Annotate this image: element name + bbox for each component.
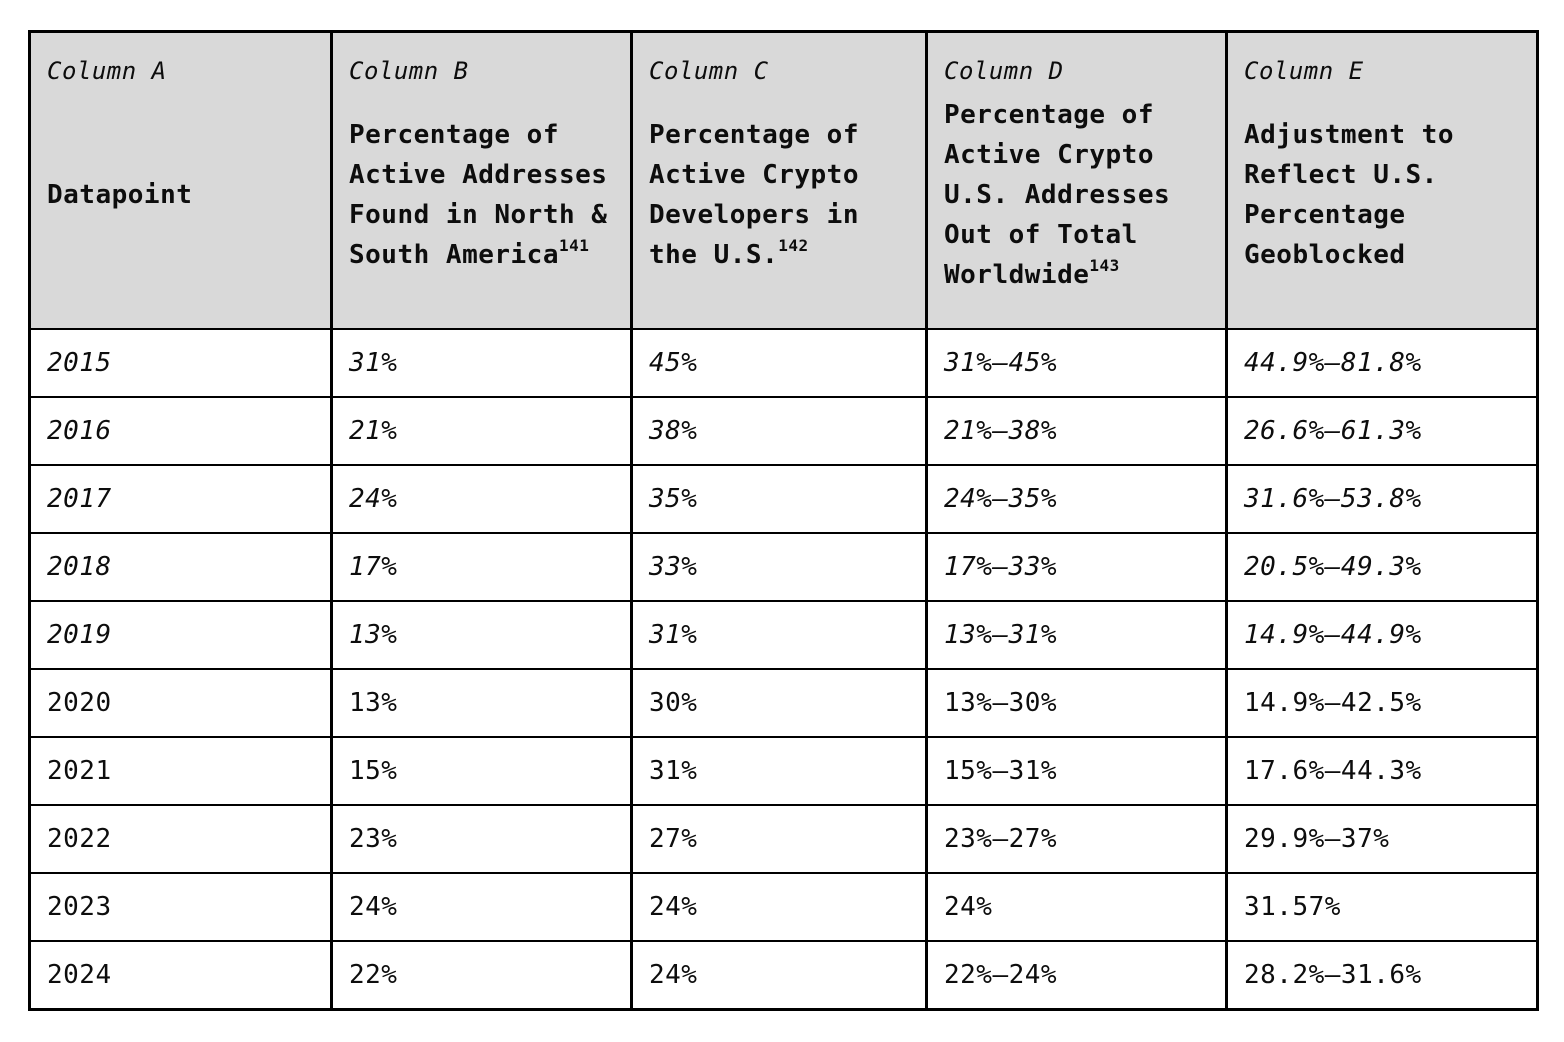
year-cell: 2015	[28, 328, 333, 398]
value-cell-addresses-americas: 24%	[330, 872, 633, 942]
footnote-marker-143: 143	[1089, 255, 1120, 275]
table-row: 2016 21% 38% 21%–38% 26.6%–61.3%	[28, 396, 1539, 466]
year-cell: 2023	[28, 872, 333, 942]
table-row: 2023 24% 24% 24% 31.57%	[28, 872, 1539, 942]
value-cell-geoblock-adjustment: 29.9%–37%	[1225, 804, 1539, 874]
value-cell-geoblock-adjustment: 28.2%–31.6%	[1225, 940, 1539, 1010]
column-b-tag: Column B	[349, 57, 469, 85]
table-body: 2015 31% 45% 31%–45% 44.9%–81.8% 2016 21…	[28, 328, 1539, 1010]
table-row: 2017 24% 35% 24%–35% 31.6%–53.8%	[28, 464, 1539, 534]
value-cell-developers-us: 27%	[630, 804, 928, 874]
value-cell-developers-us: 31%	[630, 736, 928, 806]
table-row: 2022 23% 27% 23%–27% 29.9%–37%	[28, 804, 1539, 874]
value-cell-us-addresses-range: 24%–35%	[925, 464, 1228, 534]
header-cell-column-c: Column C Percentage of Active Crypto Dev…	[630, 30, 928, 330]
header-cell-column-e: Column E Adjustment to Reflect U.S. Perc…	[1225, 30, 1539, 330]
table-row: 2015 31% 45% 31%–45% 44.9%–81.8%	[28, 328, 1539, 398]
header-cell-column-d: Column D Percentage of Active Crypto U.S…	[925, 30, 1228, 330]
header-cell-column-b: Column B Percentage of Active Addresses …	[330, 30, 633, 330]
value-cell-addresses-americas: 22%	[330, 940, 633, 1010]
column-c-tag: Column C	[649, 57, 769, 85]
value-cell-addresses-americas: 31%	[330, 328, 633, 398]
column-e-label: Adjustment to Reflect U.S. Percentage Ge…	[1244, 119, 1454, 270]
value-cell-us-addresses-range: 23%–27%	[925, 804, 1228, 874]
value-cell-developers-us: 24%	[630, 940, 928, 1010]
value-cell-addresses-americas: 21%	[330, 396, 633, 466]
value-cell-geoblock-adjustment: 17.6%–44.3%	[1225, 736, 1539, 806]
value-cell-geoblock-adjustment: 20.5%–49.3%	[1225, 532, 1539, 602]
value-cell-us-addresses-range: 31%–45%	[925, 328, 1228, 398]
value-cell-developers-us: 24%	[630, 872, 928, 942]
value-cell-us-addresses-range: 17%–33%	[925, 532, 1228, 602]
table-row: 2018 17% 33% 17%–33% 20.5%–49.3%	[28, 532, 1539, 602]
value-cell-addresses-americas: 24%	[330, 464, 633, 534]
value-cell-geoblock-adjustment: 44.9%–81.8%	[1225, 328, 1539, 398]
value-cell-developers-us: 35%	[630, 464, 928, 534]
value-cell-us-addresses-range: 13%–31%	[925, 600, 1228, 670]
footnote-marker-142: 142	[778, 235, 809, 255]
header-cell-column-a: Column A Datapoint	[28, 30, 333, 330]
value-cell-geoblock-adjustment: 31.6%–53.8%	[1225, 464, 1539, 534]
crypto-adjustment-table: Column A Datapoint Column B Percentage o…	[28, 30, 1539, 1011]
table-row: 2024 22% 24% 22%–24% 28.2%–31.6%	[28, 940, 1539, 1010]
header-row: Column A Datapoint Column B Percentage o…	[28, 30, 1539, 330]
value-cell-geoblock-adjustment: 26.6%–61.3%	[1225, 396, 1539, 466]
value-cell-us-addresses-range: 21%–38%	[925, 396, 1228, 466]
year-cell: 2020	[28, 668, 333, 738]
column-a-tag: Column A	[47, 57, 167, 85]
value-cell-addresses-americas: 13%	[330, 600, 633, 670]
column-c-label: Percentage of Active Crypto Developers i…	[649, 119, 859, 270]
value-cell-developers-us: 45%	[630, 328, 928, 398]
value-cell-addresses-americas: 15%	[330, 736, 633, 806]
table-header: Column A Datapoint Column B Percentage o…	[28, 30, 1539, 330]
value-cell-us-addresses-range: 24%	[925, 872, 1228, 942]
value-cell-geoblock-adjustment: 31.57%	[1225, 872, 1539, 942]
year-cell: 2016	[28, 396, 333, 466]
year-cell: 2018	[28, 532, 333, 602]
year-cell: 2019	[28, 600, 333, 670]
value-cell-us-addresses-range: 13%–30%	[925, 668, 1228, 738]
column-a-label: Datapoint	[47, 179, 193, 210]
year-cell: 2024	[28, 940, 333, 1010]
value-cell-addresses-americas: 13%	[330, 668, 633, 738]
year-cell: 2021	[28, 736, 333, 806]
table-row: 2021 15% 31% 15%–31% 17.6%–44.3%	[28, 736, 1539, 806]
value-cell-addresses-americas: 23%	[330, 804, 633, 874]
column-b-label: Percentage of Active Addresses Found in …	[349, 119, 608, 270]
value-cell-geoblock-adjustment: 14.9%–42.5%	[1225, 668, 1539, 738]
footnote-marker-141: 141	[559, 235, 590, 255]
value-cell-developers-us: 38%	[630, 396, 928, 466]
value-cell-developers-us: 30%	[630, 668, 928, 738]
year-cell: 2017	[28, 464, 333, 534]
value-cell-developers-us: 31%	[630, 600, 928, 670]
table-row: 2020 13% 30% 13%–30% 14.9%–42.5%	[28, 668, 1539, 738]
table-row: 2019 13% 31% 13%–31% 14.9%–44.9%	[28, 600, 1539, 670]
value-cell-developers-us: 33%	[630, 532, 928, 602]
value-cell-us-addresses-range: 15%–31%	[925, 736, 1228, 806]
column-e-tag: Column E	[1244, 57, 1364, 85]
column-d-tag: Column D	[944, 57, 1064, 85]
value-cell-addresses-americas: 17%	[330, 532, 633, 602]
value-cell-geoblock-adjustment: 14.9%–44.9%	[1225, 600, 1539, 670]
value-cell-us-addresses-range: 22%–24%	[925, 940, 1228, 1010]
year-cell: 2022	[28, 804, 333, 874]
column-d-label: Percentage of Active Crypto U.S. Address…	[944, 99, 1171, 290]
